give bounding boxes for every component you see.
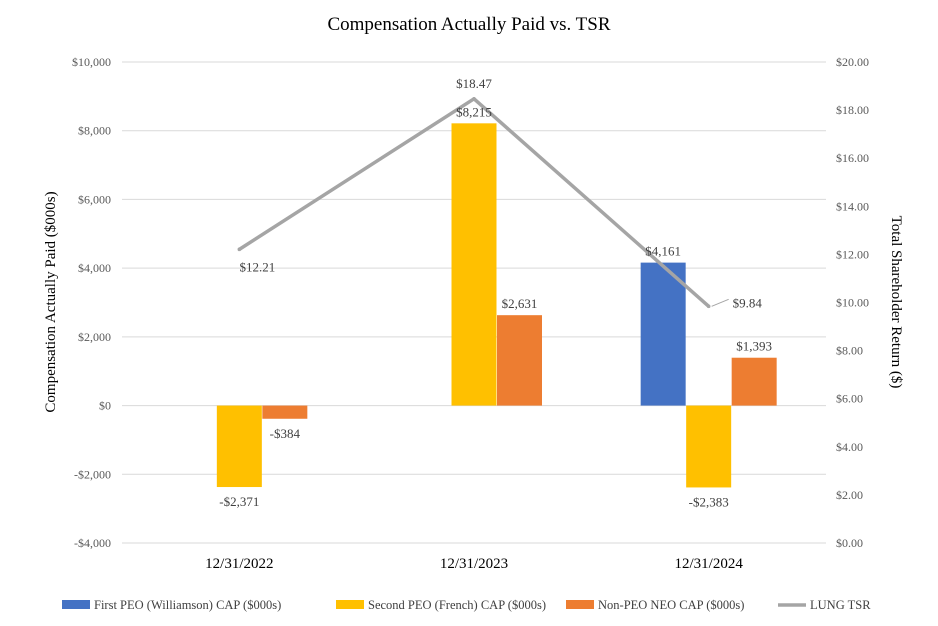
tsr-point <box>237 247 242 252</box>
y-tick-label: $6,000 <box>78 192 111 206</box>
legend-entry: Non-PEO NEO CAP ($000s) <box>598 598 744 612</box>
bar <box>686 405 732 488</box>
y-tick-label: -$4,000 <box>74 536 111 550</box>
y2-tick-label: $16.00 <box>836 151 869 165</box>
y-axis-title: Compensation Actually Paid ($000s) <box>43 191 59 412</box>
bar <box>451 123 497 406</box>
y2-tick-label: $2.00 <box>836 488 863 502</box>
tsr-data-label: $12.21 <box>239 259 275 274</box>
y2-tick-label: $10.00 <box>836 296 869 310</box>
bar-data-label: $1,393 <box>736 339 772 354</box>
y2-tick-label: $6.00 <box>836 392 863 406</box>
bar <box>731 357 777 406</box>
bar <box>216 405 262 488</box>
x-category-label: 12/31/2024 <box>674 556 743 572</box>
y2-tick-label: $12.00 <box>836 247 869 261</box>
y2-tick-label: $0.00 <box>836 536 863 550</box>
axis-layer: -$4,000 -$2,000 $0 $2,000 $4,000 $6,000 $8,000… <box>72 55 869 572</box>
bar-data-label: -$2,371 <box>219 494 259 509</box>
tsr-point <box>706 304 711 309</box>
legend-entry: Second PEO (French) CAP ($000s) <box>368 598 546 612</box>
bar <box>640 262 686 406</box>
legend-swatch <box>566 600 594 609</box>
y2-axis-title: Total Shareholder Return ($) <box>888 216 904 389</box>
y2-tick-label: $4.00 <box>836 440 863 454</box>
y2-tick-label: $8.00 <box>836 344 863 358</box>
legend-entry: LUNG TSR <box>810 598 871 612</box>
y-tick-label: $4,000 <box>78 261 111 275</box>
legend-entry: First PEO (Williamson) CAP ($000s) <box>94 598 281 612</box>
y-tick-label: $10,000 <box>72 55 111 69</box>
y-tick-label: $2,000 <box>78 330 111 344</box>
legend-swatch <box>336 600 364 609</box>
bar-layer <box>216 123 777 488</box>
bar <box>497 315 542 406</box>
tsr-leader-line <box>711 298 729 307</box>
y-tick-label: $0 <box>99 399 111 413</box>
bar-data-label: -$384 <box>270 426 301 441</box>
tsr-point <box>472 96 476 101</box>
bar-data-label: $8,215 <box>456 104 492 119</box>
legend-swatch <box>62 600 90 609</box>
y2-tick-label: $18.00 <box>836 103 869 117</box>
label-layer: $4,161 -$2,371 $8,215 -$2,383 -$384 $2,631 $1,… <box>219 76 772 510</box>
bar-data-label: -$2,383 <box>689 494 729 509</box>
x-category-label: 12/31/2022 <box>205 556 273 572</box>
bar <box>262 405 308 419</box>
tsr-data-label: $18.47 <box>456 76 492 91</box>
y2-tick-label: $14.00 <box>836 199 869 213</box>
legend: First PEO (Williamson) CAP ($000s) Second… <box>62 598 871 612</box>
tsr-data-label: $9.84 <box>733 295 763 310</box>
bar-data-label: $4,161 <box>645 244 681 259</box>
y-tick-label: $8,000 <box>78 124 111 138</box>
chart-title: Compensation Actually Paid vs. TSR <box>327 14 610 35</box>
bar-data-label: $2,631 <box>502 296 538 311</box>
x-category-label: 12/31/2023 <box>440 556 508 572</box>
y-tick-label: -$2,000 <box>74 467 111 481</box>
line-layer <box>237 96 711 309</box>
y2-tick-label: $20.00 <box>836 55 869 69</box>
